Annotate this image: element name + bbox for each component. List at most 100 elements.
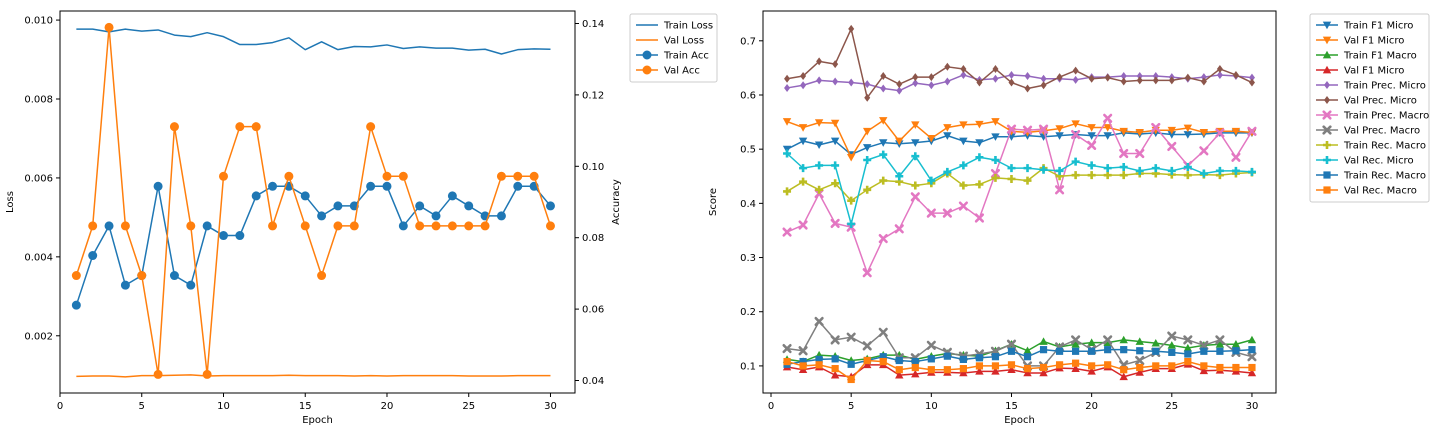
data-point	[943, 124, 952, 132]
data-point	[1248, 78, 1255, 87]
data-point	[333, 221, 343, 231]
data-point	[1039, 346, 1048, 354]
data-point	[1119, 148, 1129, 159]
data-point	[1104, 73, 1111, 82]
legend-frame	[629, 13, 718, 83]
legend-marker	[1322, 50, 1332, 59]
data-point	[830, 119, 840, 128]
data-point	[928, 81, 935, 90]
data-point	[1088, 74, 1095, 83]
data-point	[513, 181, 523, 191]
data-point	[912, 79, 919, 88]
data-point	[815, 361, 823, 369]
data-point	[545, 221, 555, 231]
data-point	[878, 327, 888, 337]
data-point	[1200, 73, 1207, 82]
data-point	[1120, 77, 1127, 86]
data-point	[942, 208, 952, 218]
data-point	[1055, 361, 1064, 369]
series-line-train-f1-macro	[786, 339, 1253, 363]
data-point	[268, 181, 278, 191]
legend-marker	[642, 65, 652, 75]
data-point	[1183, 163, 1192, 172]
legend-marker	[1323, 156, 1331, 164]
series-line-val-prec-micro	[786, 28, 1253, 99]
data-point	[1022, 125, 1033, 135]
data-point	[862, 341, 872, 351]
data-point	[847, 375, 855, 384]
data-point	[1200, 347, 1208, 355]
data-point	[895, 172, 904, 181]
legend-marker	[1323, 186, 1331, 194]
data-point	[879, 353, 887, 361]
data-point	[496, 211, 506, 221]
y-tick-label: 0.4	[740, 199, 756, 210]
data-point	[1040, 74, 1047, 83]
data-point	[1247, 352, 1257, 362]
data-point	[235, 122, 245, 132]
data-point	[88, 221, 98, 231]
data-point	[1183, 343, 1193, 352]
series-val-f1-micro	[782, 117, 1257, 162]
data-point	[1152, 72, 1159, 81]
data-point	[880, 72, 887, 81]
legend-label: Train Rec. Macro	[1343, 141, 1426, 152]
data-point	[1167, 126, 1176, 135]
legend-marker	[1323, 141, 1331, 149]
data-point	[783, 187, 792, 196]
data-point	[1087, 161, 1096, 170]
data-point	[1087, 367, 1096, 375]
data-point	[814, 141, 824, 150]
data-point	[832, 60, 839, 69]
data-point	[991, 156, 1000, 165]
y-tick-label: 0.6	[740, 90, 756, 101]
data-point	[831, 161, 840, 170]
y-tick-label: 0.006	[24, 173, 53, 184]
data-point	[864, 93, 871, 102]
data-point	[447, 191, 457, 201]
data-point	[832, 77, 839, 86]
data-point	[894, 224, 904, 234]
data-point	[830, 218, 840, 229]
data-point	[1135, 129, 1144, 137]
series-val-loss	[76, 374, 551, 378]
data-point	[1038, 124, 1049, 134]
data-point	[1231, 152, 1241, 162]
x-tick-label: 15	[299, 401, 312, 412]
data-point	[1167, 331, 1177, 341]
data-point	[1248, 346, 1256, 354]
y-tick-label: 0.3	[740, 253, 756, 264]
data-point	[382, 181, 392, 191]
data-point	[1120, 366, 1128, 374]
data-point	[1120, 346, 1128, 354]
data-point	[1087, 338, 1096, 346]
data-point	[879, 117, 888, 125]
data-point	[928, 73, 935, 82]
y2-tick-label: 0.08	[582, 233, 604, 244]
data-point	[1151, 338, 1160, 347]
data-point	[398, 221, 408, 231]
data-point	[1152, 362, 1160, 370]
data-point	[830, 137, 840, 146]
y-tick-label: 0.010	[24, 16, 53, 27]
y-tick-label: 0.5	[740, 145, 756, 156]
data-point	[975, 139, 984, 147]
series-line-train-rec-macro	[786, 167, 1253, 202]
data-point	[1006, 124, 1017, 134]
data-point	[992, 64, 999, 73]
legend-label: Val Prec. Macro	[1344, 126, 1420, 137]
data-point	[1152, 347, 1160, 355]
x-tick-label: 30	[1246, 401, 1259, 412]
data-point	[991, 173, 1000, 182]
x-axis-label: Epoch	[1004, 415, 1035, 426]
data-point	[186, 280, 196, 290]
data-point	[848, 24, 855, 33]
data-point	[1152, 76, 1159, 85]
legend-label: Val Loss	[664, 36, 704, 47]
data-point	[120, 280, 130, 290]
data-point	[879, 150, 888, 159]
series-train-rec-macro	[783, 164, 1256, 205]
data-point	[896, 80, 903, 89]
data-point	[911, 121, 920, 129]
legend-marker	[1323, 171, 1331, 179]
